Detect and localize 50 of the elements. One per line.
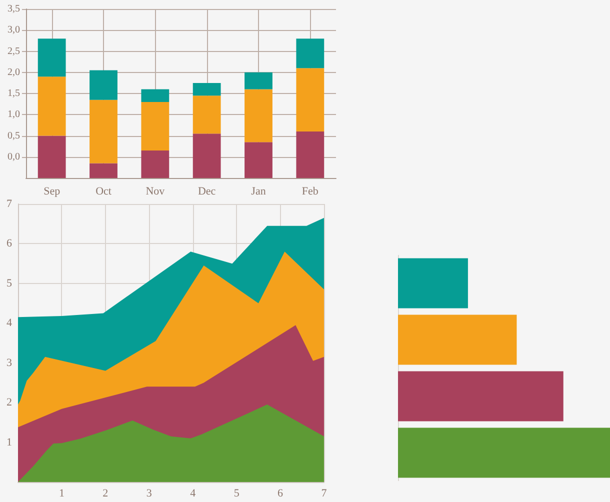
y-tick-label: 3,0 — [8, 24, 20, 36]
x-tick-label: 2 — [102, 488, 108, 500]
x-tick-label: 4 — [190, 488, 196, 500]
bar — [192, 82, 221, 96]
bar — [192, 134, 221, 178]
y-tick-label: 6 — [6, 238, 12, 250]
bar — [141, 150, 170, 178]
bar — [90, 100, 118, 164]
bar — [38, 76, 66, 136]
y-tick-label: 3,5 — [8, 4, 20, 14]
bar — [296, 68, 324, 132]
y-tick-label: 5 — [6, 277, 12, 290]
y-tick-label: 2,5 — [8, 46, 20, 57]
x-tick-label: Sep — [44, 186, 61, 198]
x-tick-label: Jan — [251, 186, 266, 198]
x-tick-label: 3 — [146, 488, 152, 500]
y-tick-label: 0,0 — [8, 151, 20, 162]
y-tick-label: 1,0 — [8, 109, 20, 120]
x-tick-label: 1 — [58, 488, 64, 500]
x-tick-label: 5 — [234, 488, 240, 500]
y-tick-label: 0,5 — [8, 130, 20, 142]
bar — [141, 89, 170, 102]
y-tick-label: 3 — [6, 356, 12, 369]
bar — [38, 38, 66, 77]
bar — [398, 258, 468, 308]
x-tick-label: 7 — [321, 488, 328, 500]
bar — [296, 38, 324, 68]
bar — [296, 132, 324, 178]
y-tick-label: 7 — [6, 198, 12, 210]
x-tick-label: Dec — [198, 186, 216, 198]
bar — [244, 142, 272, 178]
x-tick-label: Oct — [96, 186, 112, 198]
bar — [90, 163, 118, 178]
bar — [90, 70, 118, 100]
x-tick-label: Feb — [302, 186, 319, 198]
bar — [244, 89, 272, 142]
x-tick-label: 6 — [278, 488, 284, 500]
y-tick-label: 1 — [6, 436, 12, 448]
bar — [244, 72, 272, 90]
y-tick-label: 2 — [6, 396, 12, 409]
bar — [398, 371, 564, 422]
bar — [192, 96, 221, 134]
x-tick-label: Nov — [146, 186, 166, 198]
y-tick-label: 2,0 — [8, 66, 20, 78]
y-tick-label: 4 — [6, 317, 12, 330]
bar — [141, 102, 170, 151]
bar — [398, 428, 610, 478]
y-tick-label: 1,5 — [8, 88, 20, 99]
bar — [38, 136, 66, 178]
bar — [398, 314, 517, 365]
